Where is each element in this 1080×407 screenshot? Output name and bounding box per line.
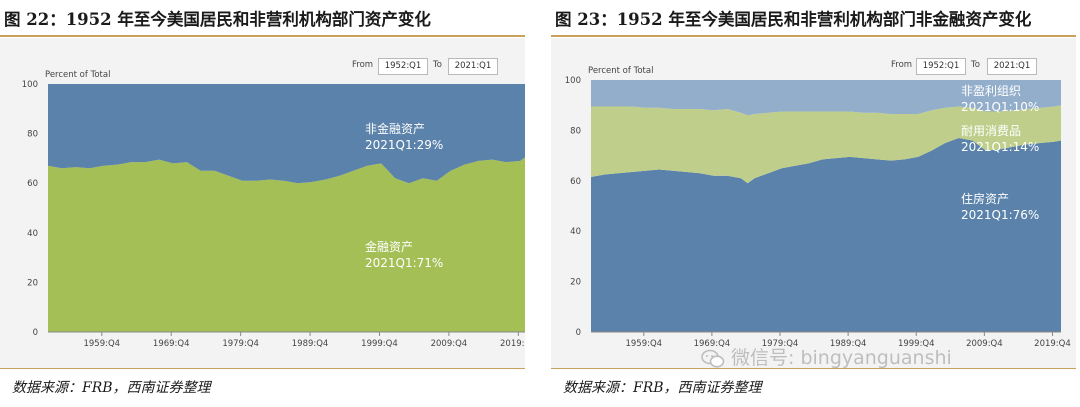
x-tick-label: 1989:Q4 (830, 339, 867, 349)
figure-23-area-chart: Percent of Total 0 20 40 60 80 100 1959:Q4 1969:… (565, 66, 1071, 349)
y-tick-label: 0 (576, 328, 581, 338)
y-tick-label: 40 (570, 227, 581, 237)
x-tick-label: 1959:Q4 (83, 339, 120, 349)
y-tick-label: 100 (565, 76, 581, 86)
y-tick-label: 100 (22, 80, 38, 90)
series-annotation: 住房资产 (961, 191, 1009, 206)
figure-22-title: 图 22：1952 年至今美国居民和非营利机构部门资产变化 (4, 10, 431, 29)
series-annotation: 2021Q1:10% (961, 100, 1039, 114)
to-label: To (971, 60, 980, 70)
x-tick-label: 1979:Q4 (222, 339, 259, 349)
series-annotation: 2021Q1:29% (365, 138, 443, 152)
area-series-2 (48, 84, 525, 184)
figure-22-panel: 图 22：1952 年至今美国居民和非营利机构部门资产变化 Percent of… (0, 0, 525, 407)
title-divider (551, 35, 1076, 37)
source-divider (0, 368, 525, 369)
series-annotation: 金融资产 (365, 239, 413, 254)
series-annotation: 非金融资产 (365, 121, 425, 136)
y-axis-label: Percent of Total (588, 66, 653, 76)
figure-23-panel: 图 23：1952 年至今美国居民和非营利机构部门非金融资产变化 Percent… (551, 0, 1076, 407)
x-tick-label: 1999:Q4 (361, 339, 398, 349)
from-date-field[interactable]: 1952:Q1 (916, 58, 966, 75)
area-series-1 (591, 138, 1061, 332)
from-label: From (891, 60, 913, 70)
to-date-field[interactable]: 2021:Q1 (987, 58, 1037, 75)
wechat-watermark: 微信号: bingyanguanshi (701, 343, 952, 370)
area-series-2 (591, 105, 1061, 184)
series-annotation: 耐用消费品 (961, 124, 1021, 138)
y-tick-label: 20 (570, 278, 581, 288)
x-tick-label: 1989:Q4 (292, 339, 329, 349)
y-tick-label: 60 (570, 177, 581, 187)
x-tick-label: 2019:Q4 (500, 339, 525, 349)
from-date-field[interactable]: 1952:Q1 (378, 58, 428, 75)
area-series-1 (48, 157, 525, 332)
x-tick-label: 1999:Q4 (898, 339, 935, 349)
to-date-field[interactable]: 2021:Q1 (448, 58, 498, 75)
from-label: From (352, 60, 374, 70)
figure-23-title: 图 23：1952 年至今美国居民和非营利机构部门非金融资产变化 (555, 10, 1032, 29)
y-tick-label: 60 (27, 179, 38, 189)
x-tick-label: 1979:Q4 (762, 339, 799, 349)
x-tick-label: 2019:Q4 (1034, 339, 1071, 349)
figure-23-chart: Percent of Total 0 20 40 60 80 100 1959:Q4 1969:… (551, 38, 1076, 370)
area-series-3 (591, 80, 1061, 116)
y-tick-label: 0 (33, 328, 38, 338)
y-tick-label: 20 (27, 278, 38, 288)
title-divider (0, 35, 525, 37)
wechat-icon (701, 349, 725, 368)
x-tick-label: 2009:Q4 (431, 339, 468, 349)
figure-22-area-chart: Percent of Total 0 20 40 60 80 100 1959:Q4 1969:… (22, 70, 525, 349)
x-tick-label: 1959:Q4 (625, 339, 662, 349)
x-tick-label: 2009:Q4 (966, 339, 1003, 349)
to-label: To (433, 60, 442, 70)
y-tick-label: 40 (27, 229, 38, 239)
watermark-text: 微信号: bingyanguanshi (731, 347, 952, 369)
y-tick-label: 80 (570, 126, 581, 136)
series-annotation: 2021Q1:71% (365, 256, 443, 270)
series-annotation: 2021Q1:14% (961, 140, 1039, 154)
source-divider (551, 368, 1076, 369)
figure-22-chart: Percent of Total 0 20 40 60 80 100 1959:Q4 1969:… (0, 38, 525, 368)
y-tick-label: 80 (27, 130, 38, 140)
x-tick-label: 1969:Q4 (694, 339, 731, 349)
y-axis-label: Percent of Total (45, 70, 110, 80)
series-annotation: 2021Q1:76% (961, 208, 1039, 222)
series-annotation: 非盈利组织 (961, 84, 1021, 98)
figure-23-source: 数据来源：FRB，西南证券整理 (563, 380, 762, 396)
x-tick-label: 1969:Q4 (153, 339, 190, 349)
figure-22-source: 数据来源：FRB，西南证券整理 (12, 380, 211, 396)
